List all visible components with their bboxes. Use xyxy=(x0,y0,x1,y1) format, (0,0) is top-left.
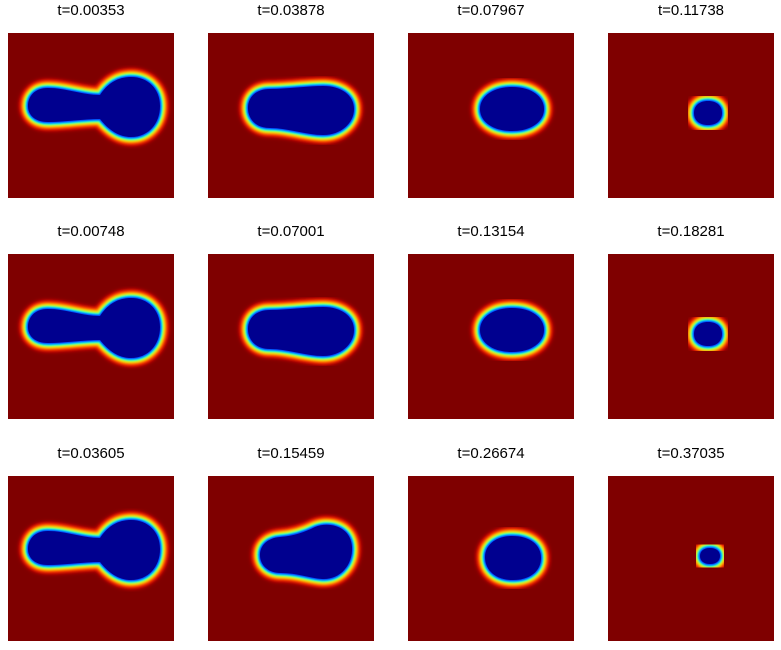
panel-r1-c4: t=0.11738 xyxy=(608,0,774,198)
field-image xyxy=(608,254,774,419)
field-image xyxy=(408,476,574,641)
droplet-interior xyxy=(28,77,160,137)
field-image xyxy=(208,254,374,419)
panel-title: t=0.03605 xyxy=(57,445,125,462)
panel-title: t=0.07001 xyxy=(257,223,325,240)
panel-title: t=0.15459 xyxy=(257,445,325,462)
field-image xyxy=(208,33,374,198)
droplet-interior xyxy=(260,524,353,580)
field-image xyxy=(608,476,774,641)
panel-title: t=0.07967 xyxy=(457,2,525,19)
field-image xyxy=(408,33,574,198)
droplet-interior xyxy=(485,536,541,580)
panel-r2-c2: t=0.07001 xyxy=(208,221,374,419)
panel-r3-c4: t=0.37035 xyxy=(608,443,774,641)
droplet-interior xyxy=(28,298,160,358)
panel-r3-c2: t=0.15459 xyxy=(208,443,374,641)
panel-r2-c1: t=0.00748 xyxy=(8,221,174,419)
field-image xyxy=(608,33,774,198)
panel-title: t=0.18281 xyxy=(657,223,725,240)
droplet-interior xyxy=(28,520,160,580)
panel-r1-c1: t=0.00353 xyxy=(8,0,174,198)
field-background xyxy=(608,476,774,641)
droplet-interior xyxy=(248,86,354,135)
droplet-interior xyxy=(480,308,544,352)
panel-r1-c3: t=0.07967 xyxy=(408,0,574,198)
panel-r3-c3: t=0.26674 xyxy=(408,443,574,641)
panel-title: t=0.00353 xyxy=(57,2,125,19)
panel-title: t=0.26674 xyxy=(457,445,525,462)
panel-title: t=0.13154 xyxy=(457,223,525,240)
droplet-interior xyxy=(248,307,354,356)
panel-title: t=0.11738 xyxy=(657,2,725,19)
panel-title: t=0.03878 xyxy=(257,2,325,19)
panel-title: t=0.00748 xyxy=(57,223,125,240)
panel-r2-c3: t=0.13154 xyxy=(408,221,574,419)
panel-r3-c1: t=0.03605 xyxy=(8,443,174,641)
droplet-interior xyxy=(694,322,722,346)
field-image xyxy=(8,33,174,198)
field-image xyxy=(408,254,574,419)
panel-title: t=0.37035 xyxy=(657,445,725,462)
panel-r2-c4: t=0.18281 xyxy=(608,221,774,419)
droplet-interior xyxy=(480,87,544,131)
droplet-interior xyxy=(700,548,720,564)
field-image xyxy=(8,254,174,419)
panel-r1-c2: t=0.03878 xyxy=(208,0,374,198)
droplet-interior xyxy=(694,101,722,125)
field-image xyxy=(208,476,374,641)
field-image xyxy=(8,476,174,641)
